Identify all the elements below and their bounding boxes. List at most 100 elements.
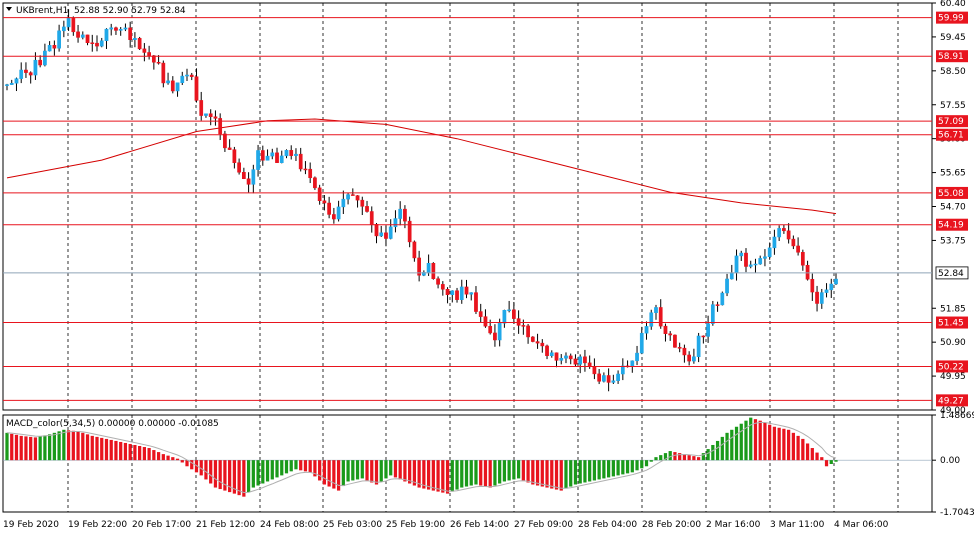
macd-bar	[640, 460, 644, 469]
candle-body	[706, 323, 710, 337]
candle-body	[450, 290, 455, 295]
candle-body	[597, 373, 602, 382]
macd-bar	[138, 446, 142, 461]
macd-bar	[280, 460, 284, 476]
macd-bar	[171, 457, 175, 461]
candle-body	[393, 218, 398, 228]
candle-body	[587, 362, 592, 367]
candle-body	[782, 228, 786, 232]
macd-bar	[659, 455, 663, 461]
candle-body	[677, 347, 682, 349]
macd-y-tick-label: 0.00	[940, 456, 960, 466]
candle-body	[772, 236, 777, 249]
candle-body	[384, 232, 388, 239]
macd-bar	[261, 460, 265, 484]
candle-body	[123, 27, 128, 30]
macd-bar	[57, 431, 61, 461]
y-tick-label: 59.45	[940, 33, 966, 43]
level-label-box	[936, 218, 968, 231]
candle-body	[246, 178, 251, 185]
x-tick-label: 28 Feb 04:00	[578, 520, 637, 530]
level-label: 59.99	[938, 14, 964, 24]
macd-bar	[630, 460, 634, 473]
candle-body	[90, 42, 95, 44]
macd-bar	[805, 443, 810, 461]
macd-bar	[725, 432, 729, 461]
macd-bar	[815, 452, 819, 461]
macd-bar	[180, 460, 184, 463]
macd-bar	[308, 460, 312, 473]
level-label: 54.19	[938, 221, 964, 231]
y-tick-label: 60.40	[940, 0, 966, 9]
candle-body	[308, 168, 313, 179]
x-tick-label: 26 Feb 14:00	[450, 520, 509, 530]
candle-body	[407, 220, 412, 243]
macd-bar	[521, 460, 525, 481]
macd-bar	[464, 460, 469, 487]
macd-bar	[370, 460, 374, 483]
candle-body	[109, 27, 114, 30]
macd-bar	[43, 435, 47, 461]
macd-bar	[739, 423, 743, 461]
macd-bar	[327, 460, 331, 487]
candle-body	[829, 283, 834, 291]
macd-bar	[824, 460, 829, 467]
candle-body	[696, 335, 701, 357]
y-tick-label: 53.75	[940, 236, 966, 246]
macd-bar	[763, 422, 767, 461]
candle-body	[223, 133, 227, 149]
y-tick-label: 50.90	[940, 338, 966, 348]
macd-bar	[156, 452, 161, 461]
candle-body	[189, 74, 194, 77]
candle-body	[673, 334, 677, 348]
macd-bar	[483, 460, 488, 487]
macd-bar	[422, 460, 426, 489]
macd-bar	[578, 460, 582, 484]
level-label-box	[936, 128, 968, 141]
candle-body	[9, 82, 14, 85]
candle-body	[497, 322, 502, 341]
candle-body	[649, 312, 654, 327]
current-price-label: 52.84	[938, 269, 964, 279]
macd-bar	[100, 437, 104, 461]
macd-bar	[265, 460, 270, 482]
candle-body	[303, 168, 308, 171]
macd-bar	[573, 460, 578, 485]
macd-bar	[545, 460, 549, 488]
candle-body	[5, 84, 9, 86]
macd-bar	[10, 433, 14, 461]
candle-body	[19, 69, 24, 79]
macd-bar	[29, 436, 33, 461]
macd-bar	[389, 460, 393, 476]
macd-bar	[128, 443, 132, 461]
macd-bar	[668, 451, 672, 461]
level-label-box	[936, 50, 968, 63]
macd-bar	[109, 439, 113, 461]
candle-body	[815, 291, 819, 304]
macd-bar	[445, 460, 450, 494]
macd-bar	[223, 460, 227, 491]
macd-bar	[48, 434, 52, 461]
macd-bar	[597, 460, 601, 480]
candle-body	[118, 28, 123, 31]
candle-body	[763, 256, 767, 259]
candle-body	[692, 356, 696, 362]
candle-body	[14, 78, 19, 84]
macd-bar	[38, 436, 42, 461]
macd-bar	[303, 460, 308, 472]
candle-body	[606, 375, 611, 383]
macd-bar	[678, 453, 682, 461]
candle-body	[734, 255, 739, 273]
macd-bar	[294, 460, 298, 470]
macd-bar	[649, 460, 653, 462]
macd-bar	[588, 460, 592, 482]
candle-body	[658, 307, 663, 327]
macd-bar	[796, 435, 800, 461]
macd-bar	[791, 432, 795, 461]
candle-body	[805, 264, 810, 280]
candle-body	[710, 304, 715, 324]
macd-bar	[95, 436, 99, 461]
x-tick-label: 25 Feb 03:00	[323, 520, 382, 530]
candle-body	[208, 113, 213, 117]
macd-bar	[450, 460, 454, 492]
